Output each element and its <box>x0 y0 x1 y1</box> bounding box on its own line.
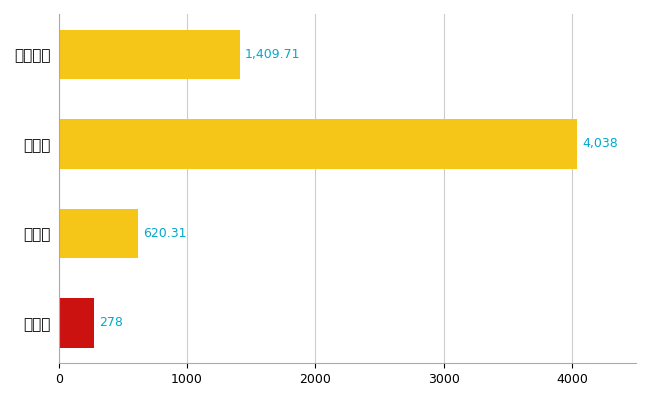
Bar <box>58 119 577 168</box>
Bar <box>58 209 138 258</box>
Text: 278: 278 <box>99 316 124 329</box>
Text: 1,409.71: 1,409.71 <box>245 48 300 61</box>
Text: 4,038: 4,038 <box>582 137 618 150</box>
Bar <box>58 298 94 348</box>
Bar <box>58 30 240 79</box>
Text: 620.31: 620.31 <box>144 227 187 240</box>
